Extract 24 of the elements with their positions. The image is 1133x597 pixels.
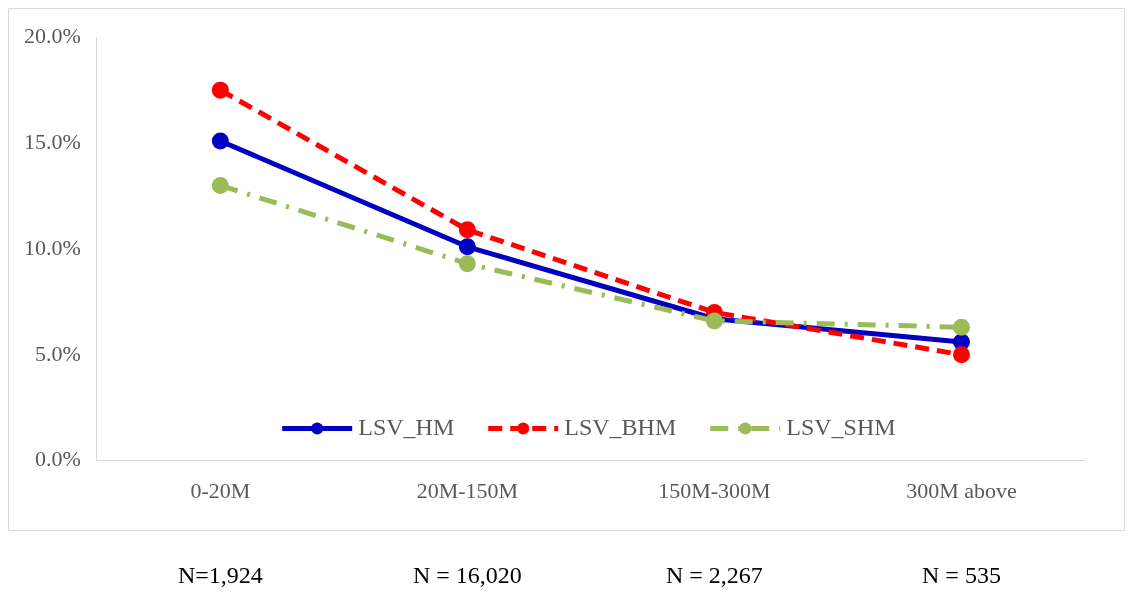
y-tick-label: 20.0% (24, 22, 81, 48)
legend-label: LSV_SHM (786, 413, 896, 440)
point (458, 221, 476, 239)
legend-label: LSV_BHM (564, 413, 677, 440)
point (211, 81, 229, 99)
text: N = 535 (922, 562, 1001, 589)
y-tick-label: 5.0% (35, 340, 81, 366)
x-tick-label: 300M above (906, 477, 1017, 503)
text: N = 16,020 (412, 562, 522, 589)
point (952, 346, 970, 364)
y-tick-label: 10.0% (24, 234, 81, 260)
text: N = 2,267 (666, 562, 763, 589)
text: N=1,924 (177, 562, 263, 589)
x-tick-label: 20M-150M (416, 477, 519, 503)
y-tick-label: 15.0% (24, 128, 81, 154)
point (458, 238, 476, 256)
x-tick-label: 0-20M (190, 477, 251, 503)
legend-label: LSV_HM (358, 413, 455, 440)
y-tick-label: 0.0% (35, 446, 81, 472)
point (211, 176, 229, 194)
x-tick-label: 150M-300M (658, 477, 771, 503)
point (211, 132, 229, 150)
point (458, 255, 476, 273)
point (952, 318, 970, 336)
